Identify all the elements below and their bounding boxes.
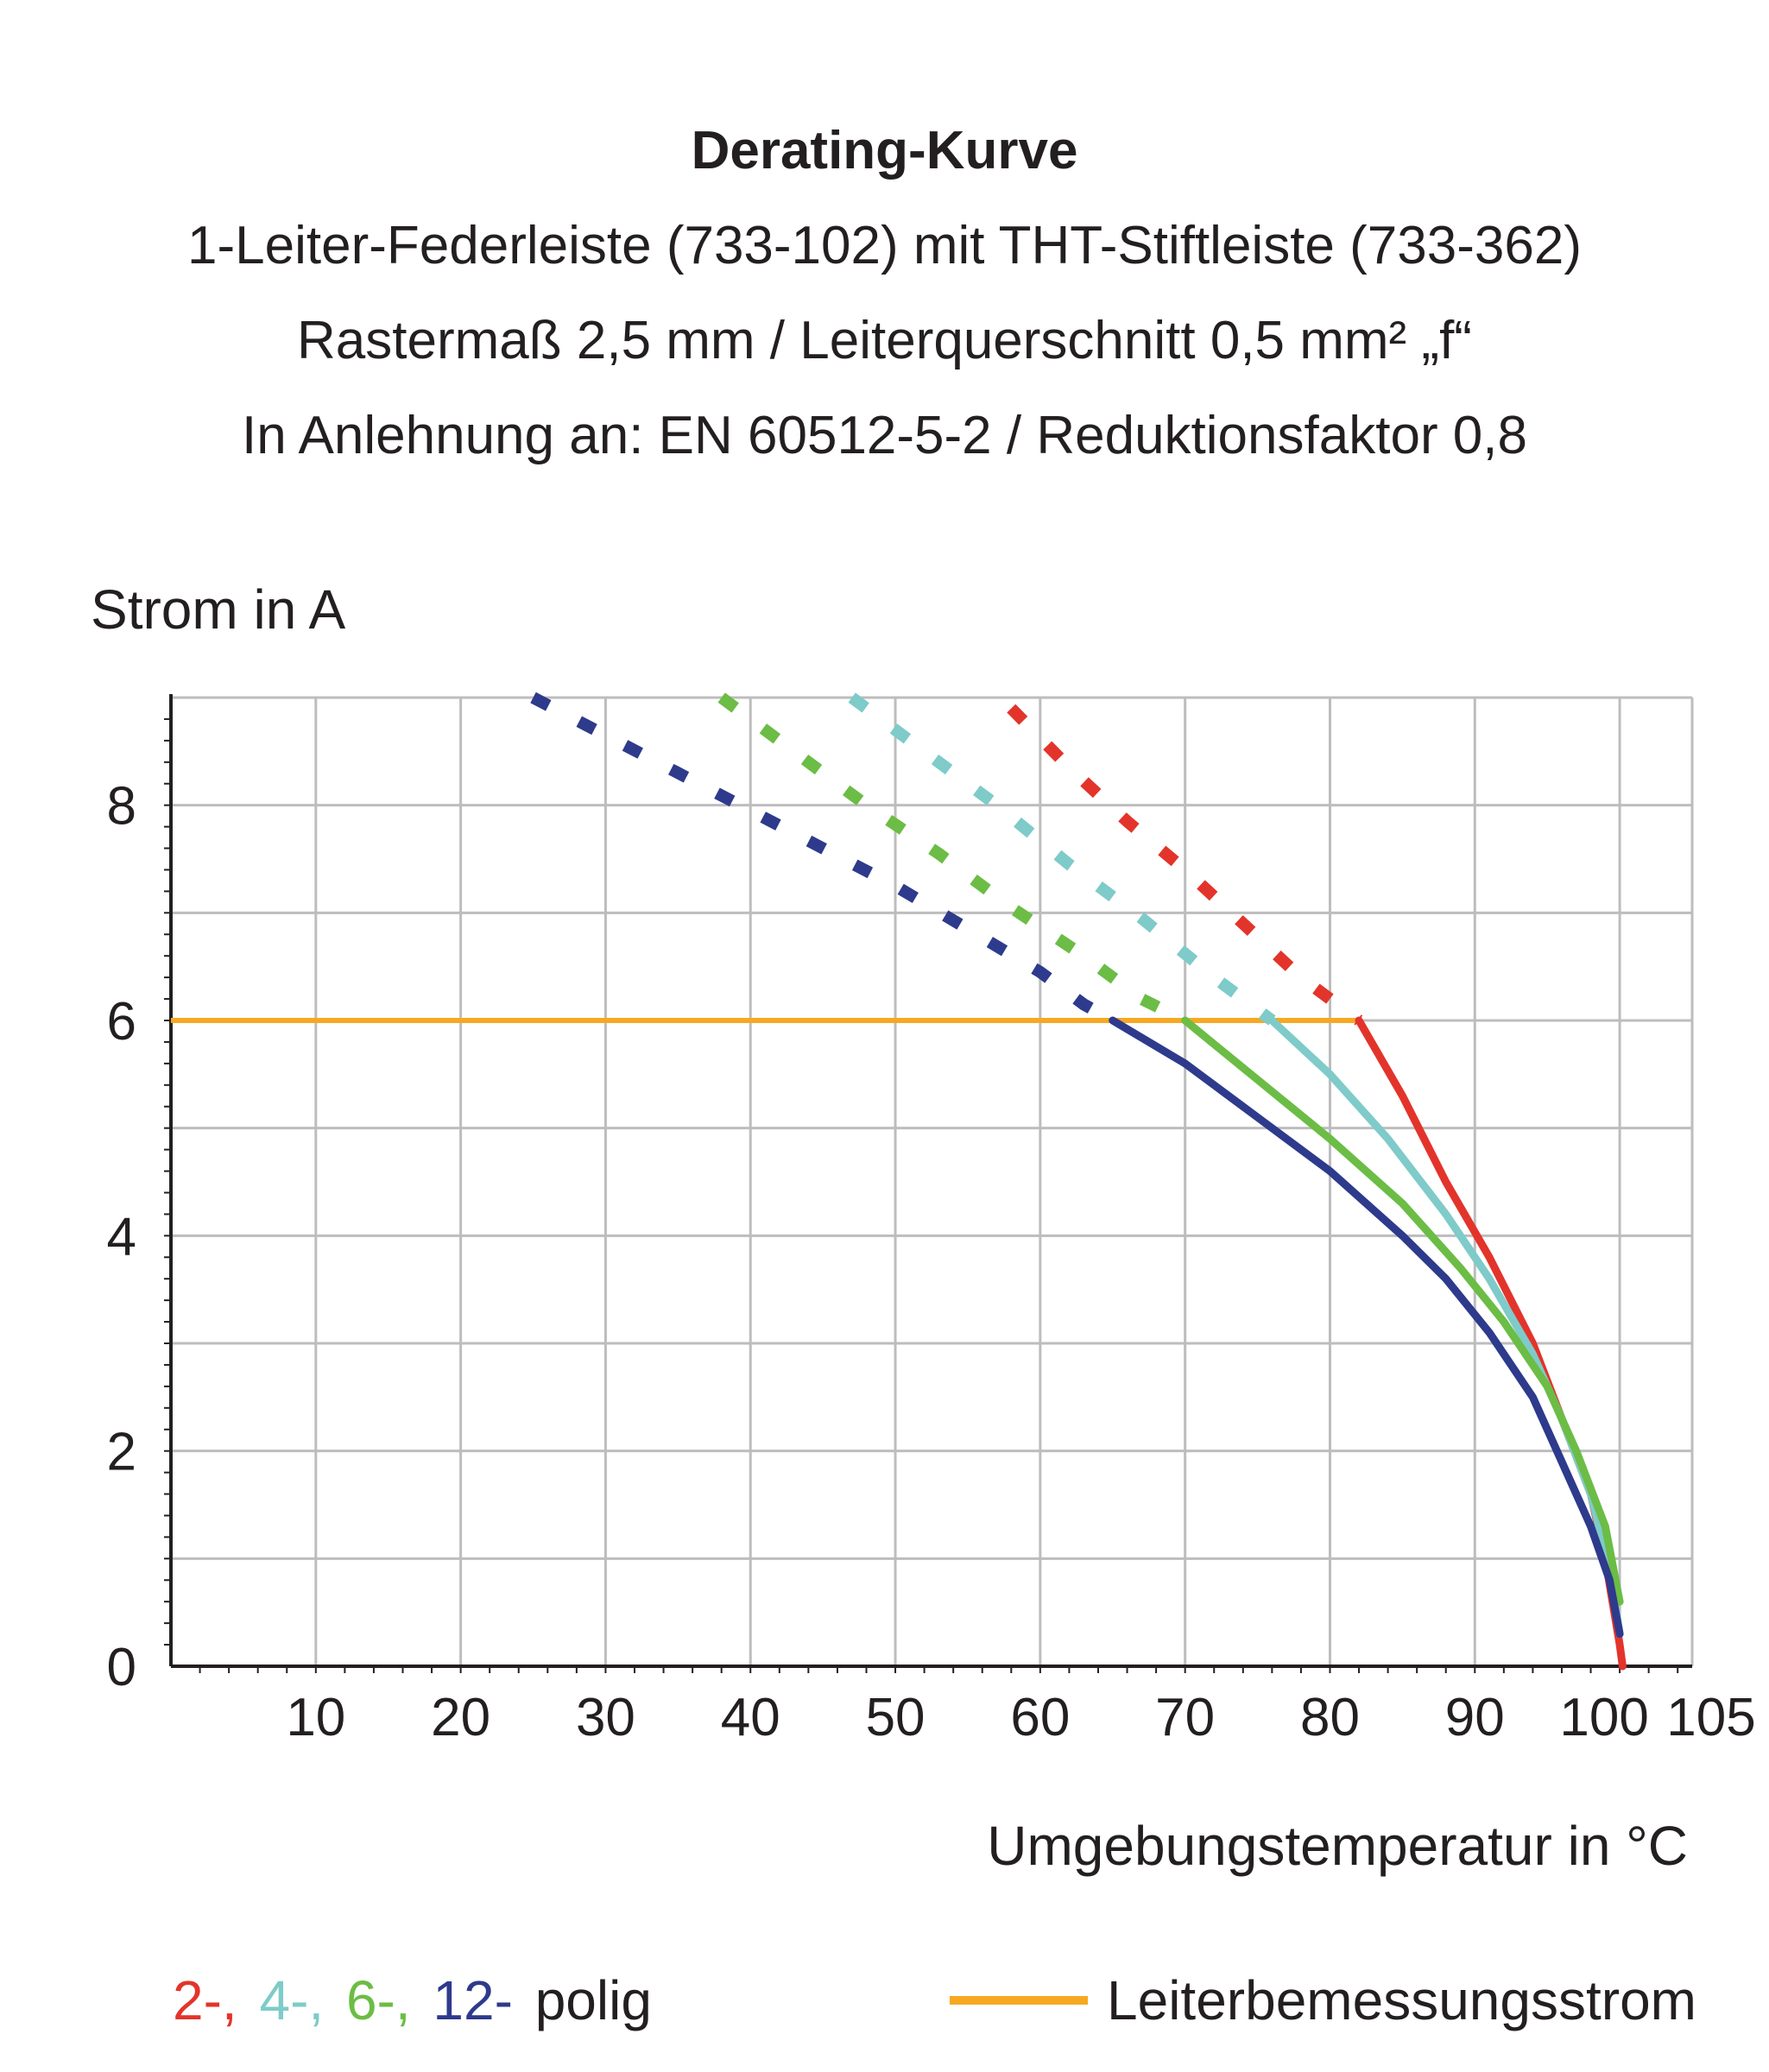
legend-12-pole: 12-: [433, 1969, 513, 2031]
x-tick-label-30: 30: [576, 1688, 635, 1747]
legend-polig-label: polig: [534, 1969, 652, 2031]
series-4-pole-solid: [1267, 1016, 1624, 1639]
reference-line-swatch: [950, 1996, 1088, 2005]
y-tick-label-0: 0: [107, 1638, 136, 1697]
x-tick-label-90: 90: [1445, 1688, 1505, 1747]
reference-legend-label: Leiterbemessungsstrom: [1107, 1969, 1696, 2031]
x-tick-label-100: 100: [1559, 1688, 1648, 1747]
chart-subtitle-2: Rastermaß 2,5 mm / Leiterquerschnitt 0,5…: [297, 311, 1472, 370]
reference-legend: Leiterbemessungsstrom: [950, 1968, 1696, 2032]
chart-subtitle-3: In Anlehnung an: EN 60512-5-2 / Reduktio…: [242, 406, 1527, 465]
legend-2-pole: 2-,: [173, 1969, 237, 2031]
legend-6-pole: 6-,: [345, 1969, 411, 2031]
series-6-pole-solid: [1181, 1016, 1624, 1606]
x-tick-label-60: 60: [1010, 1688, 1070, 1747]
series-12-pole-dashed: [530, 692, 1116, 1027]
series-4-pole-dashed: [848, 692, 1276, 1026]
chart-titles: Derating-Kurve 1-Leiter-Federleiste (733…: [0, 104, 1769, 483]
chart-title: Derating-Kurve: [691, 121, 1078, 180]
series-12-pole-solid: [1109, 1016, 1624, 1639]
x-axis-label: Umgebungstemperatur in °C: [987, 1815, 1688, 1877]
x-tick-label-10: 10: [286, 1688, 345, 1747]
y-tick-label-8: 8: [107, 777, 136, 837]
y-tick-label-6: 6: [107, 992, 136, 1052]
x-tick-label-20: 20: [431, 1688, 490, 1747]
legend-4-pole: 4-,: [259, 1969, 325, 2031]
x-tick-label-40: 40: [721, 1688, 780, 1747]
y-tick-label-4: 4: [107, 1207, 136, 1267]
chart-subtitle-1: 1-Leiter-Federleiste (733-102) mit THT-S…: [187, 216, 1582, 275]
x-tick-label-80: 80: [1300, 1688, 1360, 1747]
series-6-pole-dashed: [717, 692, 1188, 1027]
x-tick-label-50: 50: [866, 1688, 926, 1747]
x-tick-label-70: 70: [1155, 1688, 1215, 1747]
poles-legend: 2-, 4-, 6-, 12- polig: [173, 1968, 652, 2032]
y-axis-label: Strom in A: [91, 578, 346, 641]
y-tick-label-2: 2: [107, 1423, 136, 1482]
x-tick-label-105: 105: [1666, 1688, 1755, 1747]
